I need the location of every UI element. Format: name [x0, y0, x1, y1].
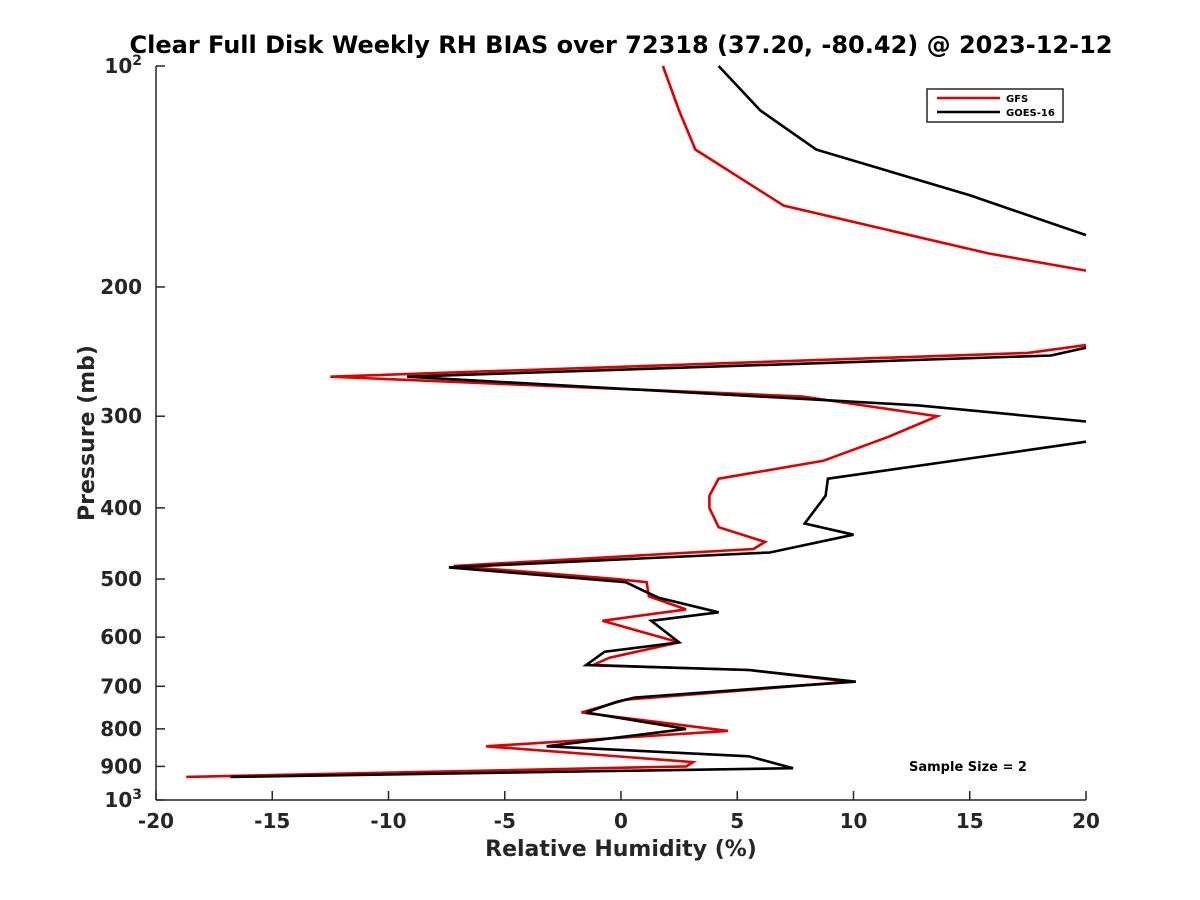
legend-box [926, 88, 1064, 123]
y-tick-label: 600 [100, 625, 142, 649]
legend-label: GOES-16 [1006, 108, 1055, 119]
y-tick-label: 103 [104, 787, 142, 812]
x-axis-label: Relative Humidity (%) [485, 837, 757, 862]
y-tick-label: 800 [100, 717, 142, 741]
x-tick-label: 10 [840, 809, 868, 833]
sample-size-annotation: Sample Size = 2 [909, 760, 1027, 775]
y-axis-ticks: 102 200 300 400 500 600 700 800 900 103 [100, 53, 165, 812]
y-tick-label: 700 [100, 674, 142, 698]
y-axis-label: Pressure (mb) [75, 345, 100, 521]
y-tick-label: 500 [100, 567, 142, 591]
x-axis-ticks: -20 -15 -10 -5 0 5 10 15 20 [138, 791, 1100, 833]
x-tick-label: 5 [730, 809, 744, 833]
x-tick-label: -5 [494, 809, 516, 833]
chart-title: Clear Full Disk Weekly RH BIAS over 7231… [130, 31, 1113, 59]
legend-label: GFS [1006, 94, 1028, 105]
y-tick-label: 400 [100, 496, 142, 520]
x-tick-label: 0 [614, 809, 628, 833]
y-tick-label: 300 [100, 404, 142, 428]
y-tick-label: 102 [104, 53, 142, 78]
x-tick-label: -20 [138, 809, 174, 833]
x-tick-label: -15 [254, 809, 290, 833]
series-line-gfs [186, 65, 1087, 779]
series-layer [186, 65, 1087, 779]
x-tick-label: -10 [370, 809, 406, 833]
x-tick-label: 20 [1072, 809, 1100, 833]
x-tick-label: 15 [956, 809, 984, 833]
plot-area [155, 66, 1086, 801]
y-tick-label: 900 [100, 754, 142, 778]
y-tick-label: 200 [100, 275, 142, 299]
legend: GFS GOES-16 [926, 88, 1064, 123]
series-line-goes-16 [230, 65, 1087, 779]
